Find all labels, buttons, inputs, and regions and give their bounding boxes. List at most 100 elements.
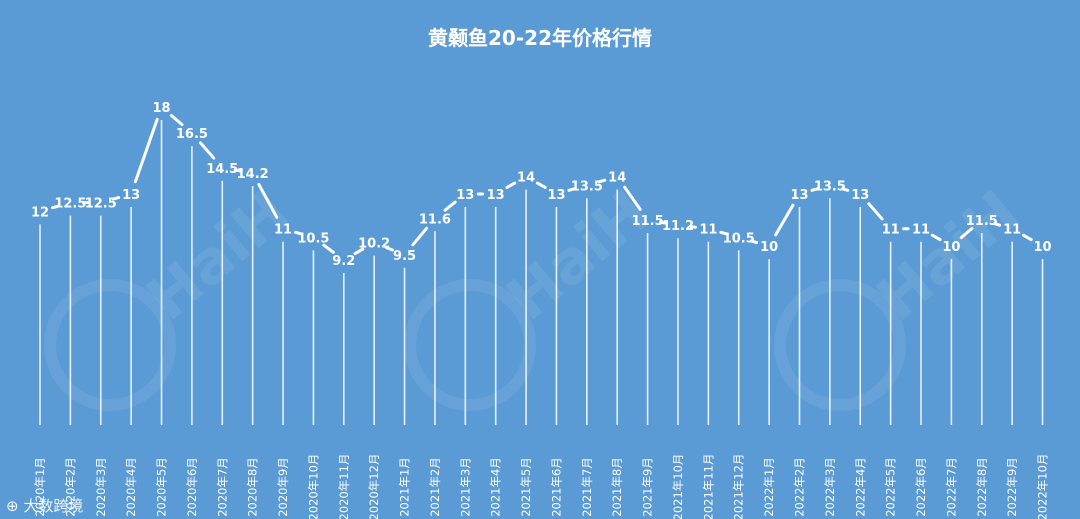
value-label: 14.2 <box>237 167 269 182</box>
category-label: 2022年3月 <box>823 457 837 517</box>
connector-line <box>567 187 576 192</box>
category-label: 2020年9月 <box>276 457 290 517</box>
connector-line <box>867 202 884 221</box>
connector-line <box>111 196 121 201</box>
value-label: 9.5 <box>393 249 416 264</box>
watermark-layer: HaiH HaiH HaiH <box>44 177 1033 411</box>
value-label: 11.2 <box>662 219 694 234</box>
connector-line <box>384 245 394 252</box>
connector-line <box>257 182 279 219</box>
footer-text: 大数跨境 <box>23 497 84 515</box>
watermark-logo-ring <box>404 279 536 411</box>
connector-line <box>133 117 159 184</box>
category-label: 2021年8月 <box>610 457 624 517</box>
watermark-logo-ring <box>44 279 176 411</box>
value-label: 11.5 <box>632 214 664 229</box>
value-label: 11 <box>274 223 292 238</box>
connector-line <box>322 243 335 254</box>
connector-line <box>689 225 697 229</box>
chart-title: 黄颡鱼20-22年价格行情 <box>428 26 652 50</box>
connector-line <box>959 226 974 240</box>
value-label: 14 <box>517 171 535 186</box>
connector-line <box>774 203 795 237</box>
connector-line <box>443 200 457 212</box>
category-label: 2022年10月 <box>1036 454 1050 519</box>
value-label: 13 <box>851 188 869 203</box>
connector-line <box>719 230 728 236</box>
value-label: 12 <box>31 205 49 220</box>
connector-line <box>749 239 759 245</box>
connector-line <box>597 178 607 184</box>
category-label: 2021年10月 <box>671 454 685 519</box>
category-label: 2021年2月 <box>428 457 442 517</box>
category-label: 2022年5月 <box>884 457 898 517</box>
watermark-text: HaiH <box>864 177 1033 334</box>
value-label: 13.5 <box>814 179 846 194</box>
watermark-text: HaiH <box>134 177 303 334</box>
category-label: 2021年1月 <box>398 457 412 517</box>
category-label: 2022年4月 <box>853 457 867 517</box>
connector-line <box>169 113 184 127</box>
category-label: 2020年4月 <box>124 457 138 517</box>
category-label: 2022年6月 <box>914 457 928 517</box>
value-label: 10.5 <box>723 231 755 246</box>
value-label: 13.5 <box>571 179 603 194</box>
value-label: 11 <box>699 223 717 238</box>
connector-line <box>505 181 517 189</box>
category-label: 2021年12月 <box>732 454 746 519</box>
value-label: 13 <box>790 188 808 203</box>
category-labels: 2020年1月 2020年2月 2020年3月 2020年4月 2020年5月 2020年… <box>33 454 1050 519</box>
value-stems <box>39 120 1044 425</box>
watermark-logo-ring <box>774 279 906 411</box>
category-label: 2020年10月 <box>306 454 320 519</box>
category-label: 2022年9月 <box>1005 457 1019 517</box>
value-label: 11.5 <box>966 214 998 229</box>
connector-line <box>198 141 216 160</box>
value-label: 16.5 <box>176 127 208 142</box>
value-labels: 1212.512.5131816.514.514.21110.59.210.29… <box>31 101 1052 269</box>
connector-line <box>623 185 642 211</box>
connector-line <box>535 181 547 189</box>
connector-line <box>810 187 819 192</box>
category-label: 2022年2月 <box>793 457 807 517</box>
value-label: 11 <box>1003 223 1021 238</box>
category-label: 2021年7月 <box>580 457 594 517</box>
category-label: 2021年6月 <box>549 457 563 517</box>
value-label: 10 <box>1033 240 1051 255</box>
value-label: 14.5 <box>206 162 238 177</box>
connector-line <box>658 220 667 225</box>
connector-line <box>930 233 942 242</box>
value-label: 10 <box>942 240 960 255</box>
category-label: 2020年6月 <box>185 457 199 517</box>
value-label: 11 <box>882 223 900 238</box>
category-label: 2020年5月 <box>155 457 169 517</box>
category-label: 2020年7月 <box>215 457 229 517</box>
category-label: 2021年4月 <box>489 457 503 517</box>
value-label: 12.5 <box>85 197 117 212</box>
category-label: 2020年1月 <box>33 457 47 517</box>
value-label: 10.2 <box>358 237 390 252</box>
connector-line <box>353 247 365 256</box>
category-label: 2021年11月 <box>701 454 715 519</box>
connector-line <box>1021 233 1033 242</box>
category-label: 2021年5月 <box>519 457 533 517</box>
connector-line <box>50 204 60 210</box>
value-label: 13 <box>547 188 565 203</box>
connector-line <box>233 168 242 173</box>
value-label: 11.6 <box>419 212 451 227</box>
value-label: 9.2 <box>332 254 355 269</box>
category-label: 2020年2月 <box>63 457 77 517</box>
value-label: 12.5 <box>54 197 86 212</box>
value-label: 13 <box>122 188 140 203</box>
category-label: 2021年3月 <box>458 457 472 517</box>
value-label: 10 <box>760 240 778 255</box>
category-label: 2020年11月 <box>337 454 351 519</box>
value-label: 14 <box>608 171 626 186</box>
connector-line <box>411 226 429 247</box>
value-label: 18 <box>152 101 170 116</box>
category-label: 2020年3月 <box>94 457 108 517</box>
footer-logo: ⊕ 大数跨境 <box>6 495 83 516</box>
value-label: 10.5 <box>297 231 329 246</box>
